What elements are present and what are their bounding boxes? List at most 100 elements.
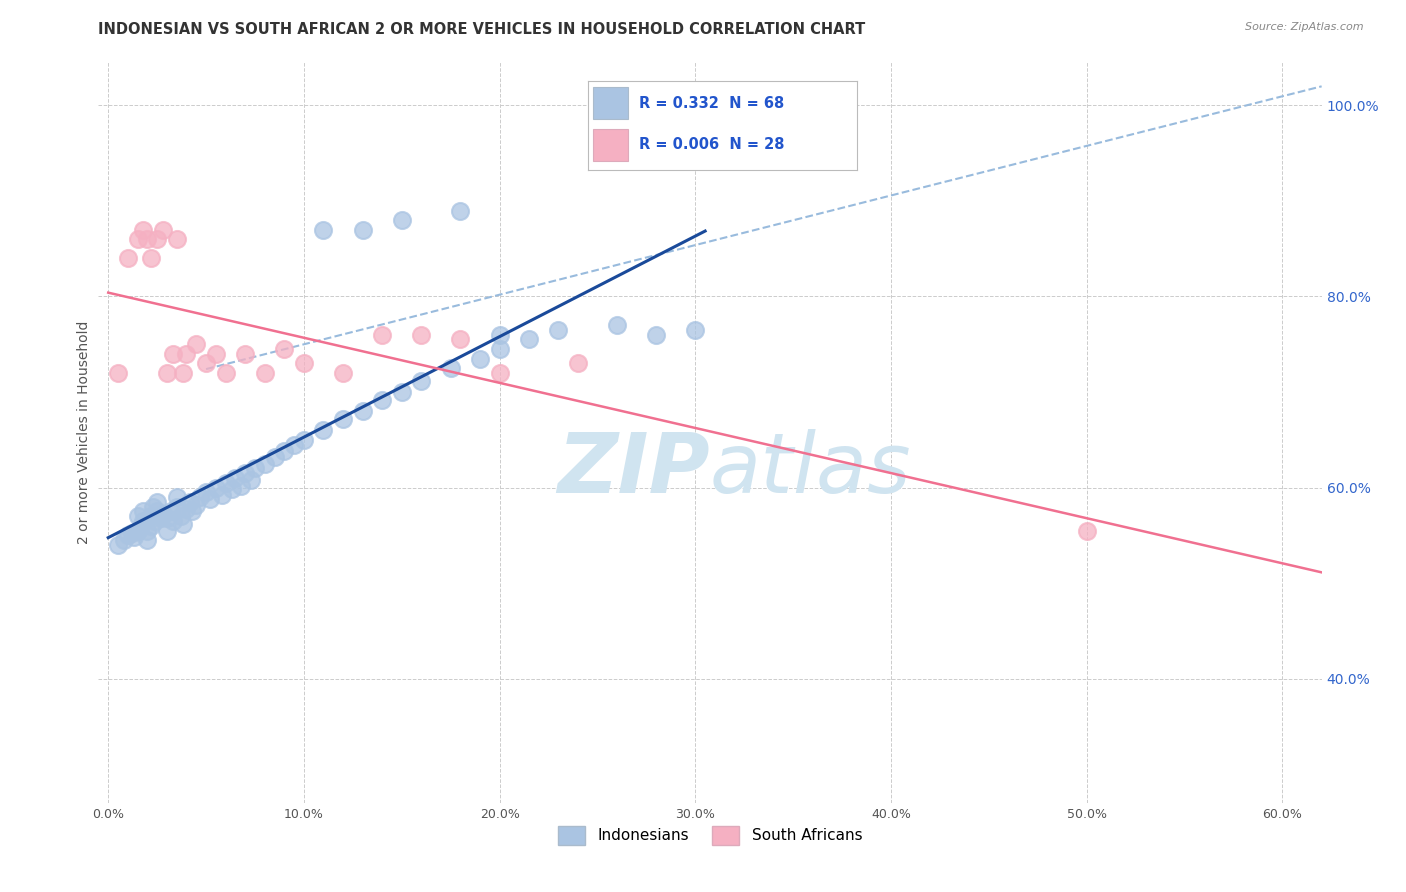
Point (136, 533, 159, 547)
Point (214, 475, 236, 490)
Point (273, 444, 295, 458)
Point (162, 514, 184, 528)
Point (143, 514, 166, 528)
Point (169, 509, 191, 524)
Point (132, 222, 155, 236)
Point (352, 222, 374, 236)
Point (156, 524, 179, 538)
Point (112, 533, 135, 547)
Point (186, 337, 208, 351)
Point (166, 490, 188, 504)
Point (141, 518, 163, 533)
Point (645, 327, 668, 342)
Point (132, 514, 155, 528)
Point (411, 327, 433, 342)
Point (488, 327, 510, 342)
Point (156, 366, 179, 380)
Point (221, 483, 243, 497)
Point (198, 491, 221, 506)
Point (468, 351, 491, 366)
Point (292, 433, 315, 447)
Point (127, 232, 149, 246)
Point (107, 366, 129, 380)
Point (517, 333, 540, 347)
Point (142, 500, 165, 514)
Point (127, 524, 149, 538)
Point (141, 252, 163, 266)
Point (211, 488, 233, 502)
Point (176, 347, 198, 361)
Point (411, 374, 433, 388)
Point (371, 392, 394, 407)
Point (214, 366, 236, 380)
Point (312, 423, 335, 437)
Point (606, 318, 628, 333)
Point (450, 333, 472, 347)
Point (195, 356, 218, 370)
Point (391, 213, 413, 227)
Point (253, 366, 276, 380)
Point (243, 461, 266, 475)
Point (121, 526, 143, 541)
Point (332, 411, 354, 425)
Point (152, 508, 174, 522)
Point (188, 490, 211, 504)
Point (131, 518, 153, 533)
Point (685, 323, 707, 337)
Point (156, 511, 179, 525)
Point (146, 232, 169, 246)
Point (150, 511, 173, 525)
Point (371, 327, 394, 342)
Point (547, 323, 569, 337)
Point (263, 450, 285, 464)
Point (488, 366, 510, 380)
Point (440, 361, 463, 376)
Point (233, 347, 256, 361)
Point (332, 366, 354, 380)
Point (240, 473, 263, 487)
Text: Source: ZipAtlas.com: Source: ZipAtlas.com (1246, 22, 1364, 32)
Point (172, 366, 194, 380)
Y-axis label: 2 or more Vehicles in Household: 2 or more Vehicles in Household (77, 321, 91, 544)
Point (146, 495, 169, 509)
Point (179, 495, 201, 509)
Point (152, 222, 174, 236)
Point (132, 504, 155, 518)
Point (166, 232, 188, 246)
Point (122, 530, 145, 544)
Point (273, 342, 295, 356)
Point (146, 504, 169, 518)
Point (127, 509, 149, 524)
Point (567, 356, 589, 370)
Point (352, 404, 374, 418)
Point (253, 457, 276, 471)
Point (186, 498, 208, 512)
Point (224, 471, 246, 485)
Point (488, 342, 510, 356)
Point (1076, 524, 1098, 538)
Point (166, 500, 188, 514)
Point (292, 356, 315, 370)
Text: INDONESIAN VS SOUTH AFRICAN 2 OR MORE VEHICLES IN HOUSEHOLD CORRELATION CHART: INDONESIAN VS SOUTH AFRICAN 2 OR MORE VE… (98, 22, 866, 37)
Point (205, 481, 228, 495)
Point (117, 528, 139, 542)
Legend: Indonesians, South Africans: Indonesians, South Africans (551, 820, 869, 851)
Point (136, 232, 159, 246)
Point (136, 524, 159, 538)
Point (176, 501, 198, 516)
Point (162, 347, 184, 361)
Point (312, 222, 335, 236)
Point (231, 478, 253, 492)
Point (205, 347, 228, 361)
Point (141, 509, 163, 524)
Point (160, 504, 183, 518)
Point (117, 252, 139, 266)
Point (181, 504, 204, 518)
Point (233, 467, 256, 481)
Point (391, 384, 413, 399)
Point (172, 516, 194, 531)
Point (283, 437, 305, 451)
Text: ZIP: ZIP (557, 429, 710, 510)
Point (195, 485, 218, 500)
Text: atlas: atlas (710, 429, 911, 510)
